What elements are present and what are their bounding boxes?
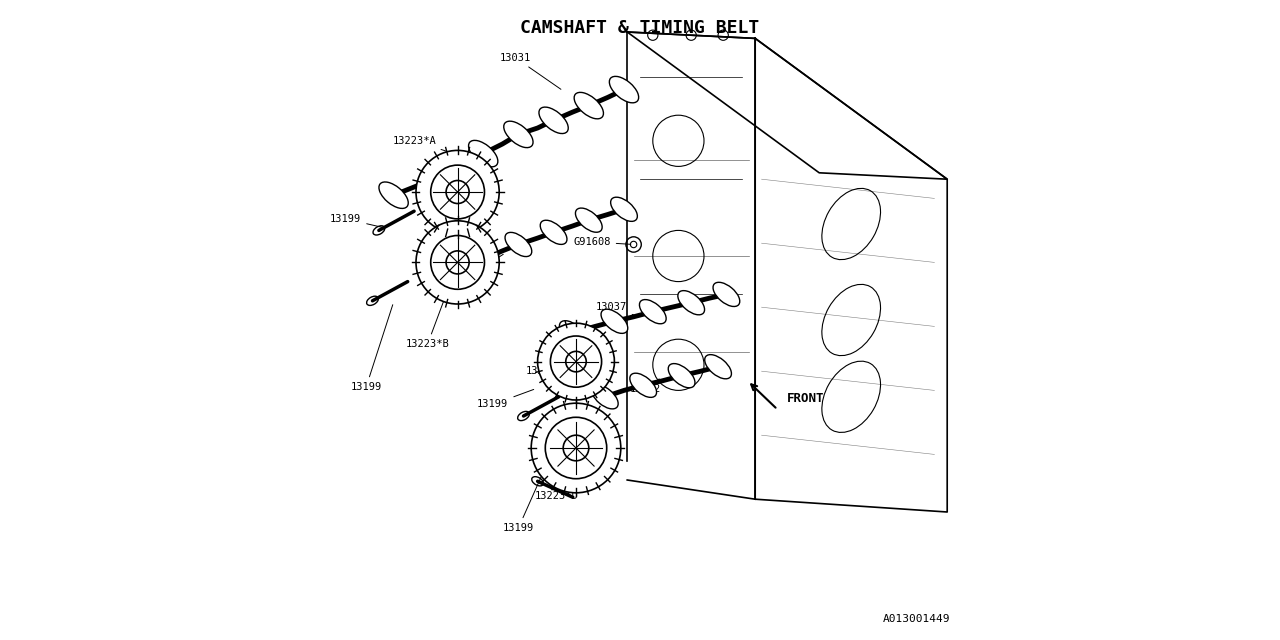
Ellipse shape	[713, 282, 740, 307]
Ellipse shape	[559, 321, 586, 345]
Ellipse shape	[611, 197, 637, 221]
Text: 13223*D: 13223*D	[535, 451, 579, 501]
Circle shape	[416, 221, 499, 304]
Text: 13037: 13037	[595, 302, 634, 315]
Circle shape	[430, 236, 485, 289]
Text: FRONT: FRONT	[787, 392, 824, 404]
Ellipse shape	[372, 226, 385, 235]
Ellipse shape	[575, 92, 603, 119]
Circle shape	[566, 351, 586, 372]
Circle shape	[630, 241, 637, 248]
Ellipse shape	[468, 140, 498, 167]
Ellipse shape	[678, 291, 704, 315]
Circle shape	[626, 237, 641, 252]
Ellipse shape	[705, 355, 731, 379]
Ellipse shape	[470, 247, 497, 271]
Ellipse shape	[540, 220, 567, 244]
Text: 13052: 13052	[630, 379, 660, 394]
Circle shape	[416, 150, 499, 234]
Ellipse shape	[602, 309, 627, 333]
Ellipse shape	[822, 188, 881, 260]
Text: 13199: 13199	[330, 214, 384, 228]
Ellipse shape	[504, 121, 532, 148]
Ellipse shape	[822, 361, 881, 433]
Ellipse shape	[822, 284, 881, 356]
Ellipse shape	[630, 373, 657, 397]
Text: 13031: 13031	[499, 52, 561, 90]
Circle shape	[538, 323, 614, 400]
Text: G91608: G91608	[573, 237, 631, 247]
Text: 13199: 13199	[503, 473, 543, 533]
Ellipse shape	[640, 300, 666, 324]
Text: 13223*B: 13223*B	[406, 266, 457, 349]
Ellipse shape	[366, 296, 379, 305]
Ellipse shape	[430, 159, 460, 186]
Circle shape	[550, 336, 602, 387]
Ellipse shape	[506, 232, 531, 257]
Text: 13199: 13199	[351, 305, 393, 392]
Ellipse shape	[668, 364, 695, 388]
Ellipse shape	[379, 182, 408, 209]
Circle shape	[531, 403, 621, 493]
Ellipse shape	[609, 76, 639, 103]
Circle shape	[447, 251, 470, 274]
Ellipse shape	[531, 477, 544, 486]
Text: CAMSHAFT & TIMING BELT: CAMSHAFT & TIMING BELT	[521, 19, 759, 37]
Text: A013001449: A013001449	[883, 614, 950, 624]
Circle shape	[545, 417, 607, 479]
Circle shape	[563, 435, 589, 461]
Text: 13223*A: 13223*A	[393, 136, 454, 154]
Text: 13223*C: 13223*C	[525, 362, 573, 376]
Circle shape	[430, 165, 485, 219]
Ellipse shape	[591, 385, 618, 409]
Text: 13034: 13034	[463, 254, 503, 275]
Text: 13199: 13199	[477, 389, 534, 410]
Circle shape	[447, 180, 470, 204]
Ellipse shape	[539, 107, 568, 134]
Ellipse shape	[576, 208, 602, 232]
Ellipse shape	[517, 412, 530, 420]
